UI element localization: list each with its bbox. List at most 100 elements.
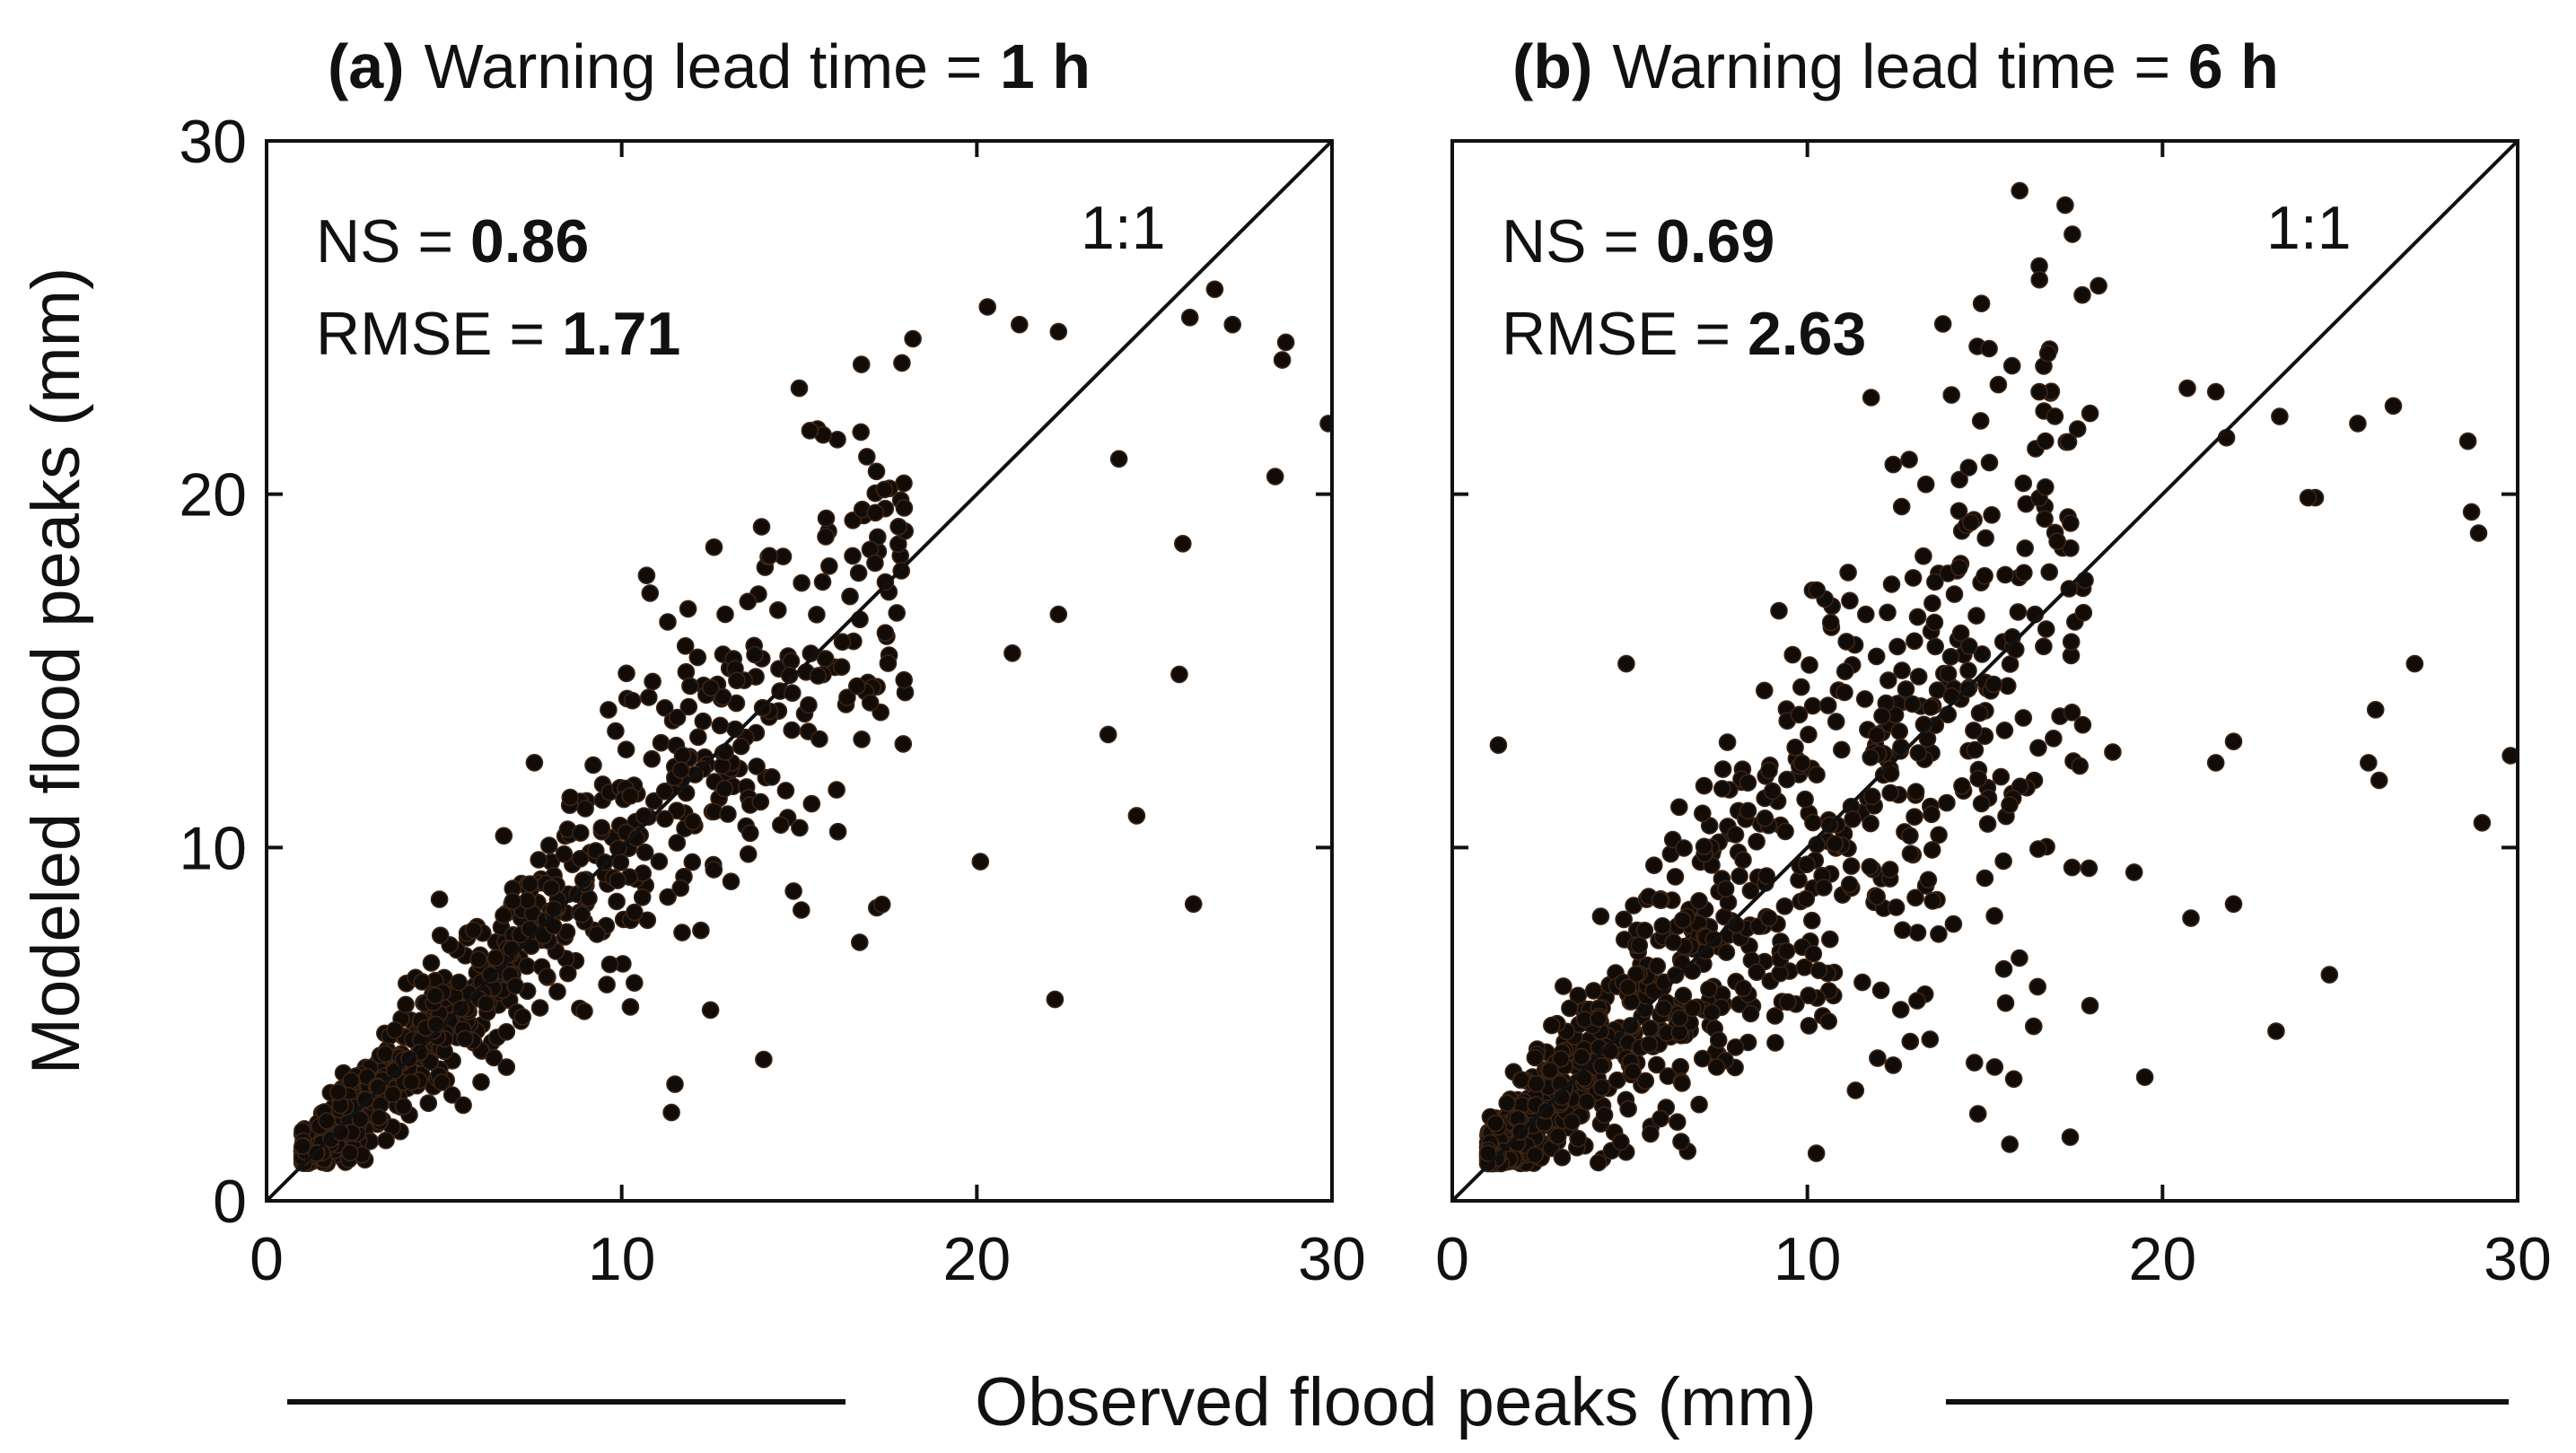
data-point xyxy=(683,853,702,871)
data-point xyxy=(2001,1135,2019,1153)
data-point xyxy=(1109,450,1128,468)
data-point xyxy=(790,379,809,398)
data-point xyxy=(2030,270,2048,289)
data-point xyxy=(558,964,577,983)
data-point xyxy=(377,1131,395,1150)
data-point xyxy=(1099,725,1117,744)
data-point xyxy=(2062,514,2080,532)
x-tick-label: 30 xyxy=(1298,1225,1366,1293)
panel-b-label: (b) xyxy=(1512,31,1592,101)
panel-a-label: (a) xyxy=(328,31,405,101)
data-point xyxy=(442,1086,461,1104)
panel-b-plot: 1:1 NS = 0.69 RMSE = 2.63 0 10 20 30 xyxy=(1435,139,2552,1293)
data-point xyxy=(1821,613,1840,632)
data-point xyxy=(2299,488,2318,507)
data-point xyxy=(2001,795,2019,814)
data-point xyxy=(1879,671,1897,689)
data-point xyxy=(1642,1125,1660,1143)
data-point xyxy=(2037,477,2055,496)
data-point xyxy=(351,1110,370,1128)
data-point xyxy=(1972,294,1991,313)
x-tick-label: 30 xyxy=(2484,1225,2552,1293)
data-point xyxy=(2206,754,2225,772)
data-point xyxy=(1836,683,1853,702)
data-point xyxy=(1694,804,1712,823)
data-point xyxy=(894,735,913,753)
data-point xyxy=(768,600,787,619)
data-point xyxy=(694,712,713,731)
data-point xyxy=(2462,503,2481,521)
metric-value: 0.69 xyxy=(1656,207,1774,276)
data-point xyxy=(1543,1016,1561,1035)
data-point xyxy=(692,921,710,940)
data-point xyxy=(1862,814,1879,833)
data-point xyxy=(2458,432,2477,451)
data-point xyxy=(813,573,832,591)
data-point xyxy=(571,849,590,868)
metric-value: 0.86 xyxy=(470,207,589,276)
data-point xyxy=(1891,1001,1910,1019)
data-point xyxy=(1636,1072,1655,1090)
data-point xyxy=(1526,1048,1545,1067)
data-point xyxy=(1592,1056,1611,1075)
data-point xyxy=(626,903,644,922)
data-point xyxy=(413,973,432,991)
data-point xyxy=(607,722,625,740)
data-point xyxy=(866,554,884,573)
data-point xyxy=(2014,474,2033,493)
data-point xyxy=(802,794,821,813)
data-point xyxy=(876,624,895,643)
data-point xyxy=(800,696,818,714)
data-point xyxy=(625,974,644,992)
data-point xyxy=(1909,668,1928,686)
data-point xyxy=(801,421,819,440)
data-point xyxy=(1790,705,1809,724)
data-point xyxy=(841,587,859,606)
data-point xyxy=(425,986,444,1005)
data-point xyxy=(1479,1144,1497,1162)
data-point xyxy=(1590,1153,1608,1172)
data-point xyxy=(867,462,886,481)
data-point xyxy=(722,872,740,891)
data-point xyxy=(1826,835,1844,853)
data-point xyxy=(1757,867,1775,885)
data-point xyxy=(1709,1031,1728,1049)
data-point xyxy=(575,1002,593,1020)
data-point xyxy=(816,650,835,668)
data-point xyxy=(1867,647,1886,666)
data-point xyxy=(2062,633,2081,652)
data-point xyxy=(1756,809,1774,827)
data-point xyxy=(1726,826,1745,844)
data-point xyxy=(2025,1017,2043,1036)
data-point xyxy=(1775,897,1794,915)
data-point xyxy=(609,871,626,889)
metric-label: NS = xyxy=(316,207,470,276)
data-point xyxy=(1778,770,1796,789)
data-point xyxy=(1922,698,1940,716)
data-point xyxy=(1684,999,1702,1018)
data-point xyxy=(1563,1113,1581,1131)
data-point xyxy=(1973,645,1992,663)
data-point xyxy=(1888,637,1906,656)
data-point xyxy=(1664,933,1683,951)
data-point xyxy=(504,892,522,911)
data-point xyxy=(1985,1058,2004,1076)
data-point xyxy=(655,782,674,801)
data-point xyxy=(701,1001,720,1020)
data-point xyxy=(2366,700,2385,719)
data-point xyxy=(1766,1034,1784,1052)
data-point xyxy=(1795,958,1814,976)
data-point xyxy=(1882,575,1901,593)
metric-label: NS = xyxy=(1502,207,1656,276)
data-point xyxy=(518,891,537,910)
data-point xyxy=(1908,992,1926,1010)
data-point xyxy=(828,822,847,841)
data-point xyxy=(621,786,640,805)
data-point xyxy=(2063,858,2081,877)
data-point xyxy=(1170,665,1188,684)
data-point xyxy=(662,1103,680,1122)
data-point xyxy=(1779,993,1797,1011)
data-point xyxy=(1555,977,1573,995)
data-point xyxy=(1839,564,1857,582)
data-point xyxy=(2104,743,2122,761)
